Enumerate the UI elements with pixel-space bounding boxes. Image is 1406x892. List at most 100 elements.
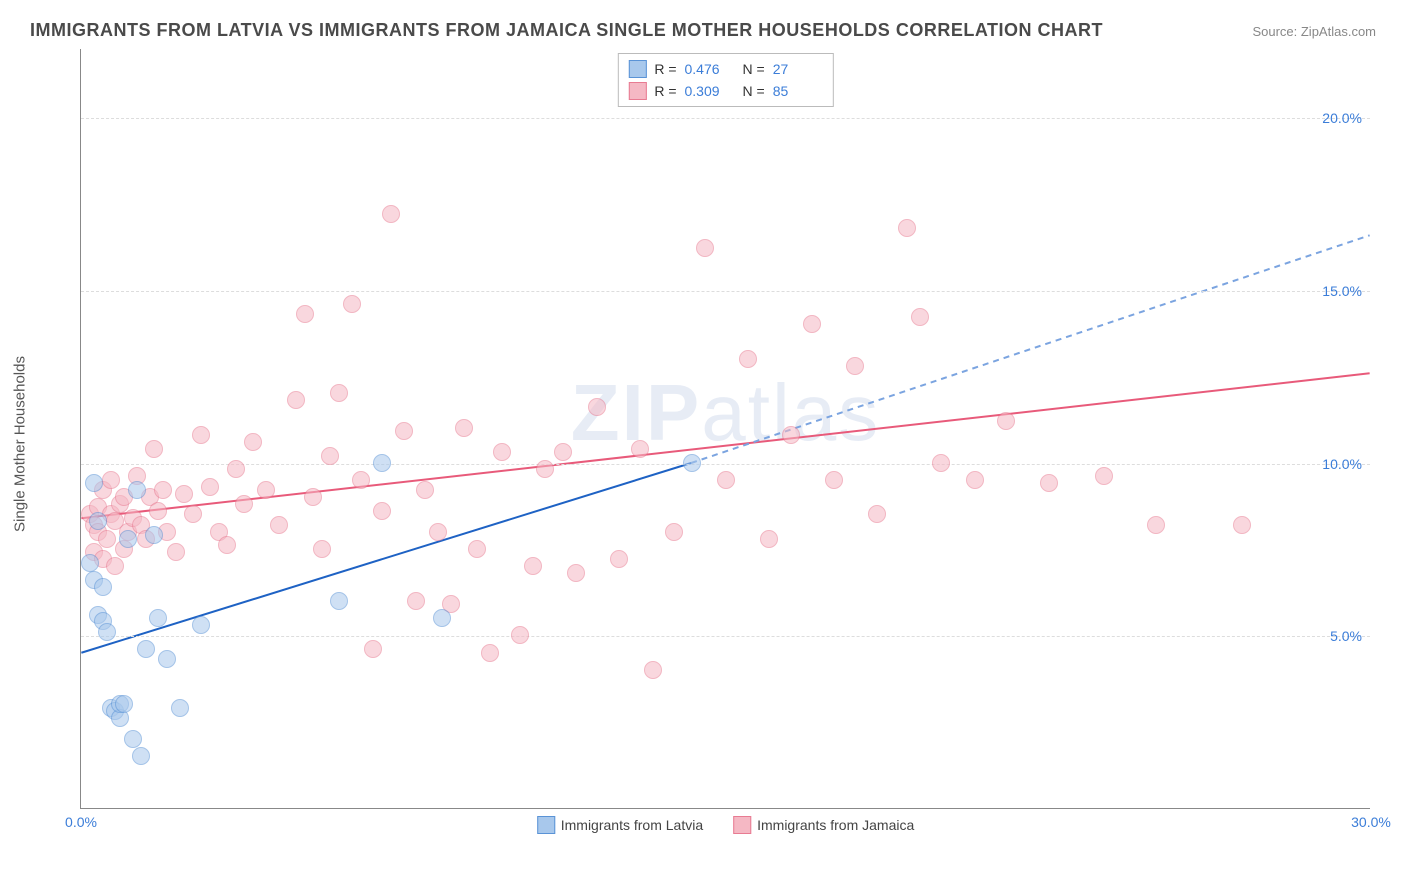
n-value-jamaica: 85 — [773, 83, 823, 99]
legend-row-jamaica: R = 0.309 N = 85 — [628, 80, 822, 102]
jamaica-marker — [696, 239, 714, 257]
n-label: N = — [743, 83, 765, 99]
source-label: Source: ZipAtlas.com — [1252, 24, 1376, 39]
latvia-marker — [85, 474, 103, 492]
latvia-marker — [158, 650, 176, 668]
jamaica-marker — [270, 516, 288, 534]
chart-area: Single Mother Households ZIPatlas R = 0.… — [30, 49, 1370, 839]
latvia-marker — [433, 609, 451, 627]
series-legend: Immigrants from Latvia Immigrants from J… — [537, 816, 915, 834]
jamaica-marker — [868, 505, 886, 523]
watermark: ZIPatlas — [571, 367, 880, 459]
jamaica-marker — [429, 523, 447, 541]
jamaica-marker — [227, 460, 245, 478]
jamaica-marker — [760, 530, 778, 548]
r-label: R = — [654, 61, 676, 77]
jamaica-marker — [154, 481, 172, 499]
latvia-marker — [115, 695, 133, 713]
jamaica-marker — [192, 426, 210, 444]
chart-container: IMMIGRANTS FROM LATVIA VS IMMIGRANTS FRO… — [0, 0, 1406, 892]
header: IMMIGRANTS FROM LATVIA VS IMMIGRANTS FRO… — [30, 20, 1376, 41]
latvia-marker — [192, 616, 210, 634]
latvia-marker — [132, 747, 150, 765]
jamaica-marker — [511, 626, 529, 644]
latvia-marker — [373, 454, 391, 472]
jamaica-marker — [567, 564, 585, 582]
chart-title: IMMIGRANTS FROM LATVIA VS IMMIGRANTS FRO… — [30, 20, 1103, 41]
n-label: N = — [743, 61, 765, 77]
legend-item-latvia: Immigrants from Latvia — [537, 816, 703, 834]
jamaica-marker — [1040, 474, 1058, 492]
latvia-marker — [330, 592, 348, 610]
x-tick-label: 30.0% — [1351, 814, 1391, 830]
legend-item-jamaica: Immigrants from Jamaica — [733, 816, 914, 834]
legend-label-jamaica: Immigrants from Jamaica — [757, 817, 914, 833]
latvia-marker — [98, 623, 116, 641]
trend-line — [81, 373, 1369, 518]
correlation-legend: R = 0.476 N = 27 R = 0.309 N = 85 — [617, 53, 833, 107]
jamaica-marker — [846, 357, 864, 375]
jamaica-marker — [382, 205, 400, 223]
jamaica-marker — [825, 471, 843, 489]
jamaica-marker — [524, 557, 542, 575]
latvia-marker — [149, 609, 167, 627]
y-tick-label: 15.0% — [1322, 283, 1362, 299]
jamaica-marker — [966, 471, 984, 489]
jamaica-marker — [175, 485, 193, 503]
jamaica-marker — [201, 478, 219, 496]
latvia-marker — [124, 730, 142, 748]
plot-region: ZIPatlas R = 0.476 N = 27 R = 0.309 N = … — [80, 49, 1370, 809]
x-tick-label: 0.0% — [65, 814, 97, 830]
y-tick-label: 5.0% — [1330, 628, 1362, 644]
jamaica-marker — [184, 505, 202, 523]
latvia-marker — [81, 554, 99, 572]
gridline — [81, 291, 1370, 292]
latvia-marker — [94, 578, 112, 596]
jamaica-marker — [352, 471, 370, 489]
jamaica-marker — [739, 350, 757, 368]
jamaica-marker — [554, 443, 572, 461]
latvia-marker — [128, 481, 146, 499]
jamaica-marker — [610, 550, 628, 568]
r-value-jamaica: 0.309 — [685, 83, 735, 99]
watermark-light: atlas — [701, 368, 880, 457]
jamaica-marker — [481, 644, 499, 662]
jamaica-marker — [235, 495, 253, 513]
jamaica-marker — [631, 440, 649, 458]
jamaica-marker — [102, 471, 120, 489]
jamaica-marker — [330, 384, 348, 402]
gridline — [81, 464, 1370, 465]
n-value-latvia: 27 — [773, 61, 823, 77]
jamaica-marker — [407, 592, 425, 610]
latvia-marker — [119, 530, 137, 548]
legend-label-latvia: Immigrants from Latvia — [561, 817, 703, 833]
jamaica-marker — [218, 536, 236, 554]
jamaica-marker — [257, 481, 275, 499]
jamaica-marker — [588, 398, 606, 416]
jamaica-marker — [343, 295, 361, 313]
swatch-jamaica — [733, 816, 751, 834]
swatch-latvia — [628, 60, 646, 78]
jamaica-marker — [932, 454, 950, 472]
jamaica-marker — [149, 502, 167, 520]
jamaica-marker — [145, 440, 163, 458]
jamaica-marker — [997, 412, 1015, 430]
jamaica-marker — [717, 471, 735, 489]
jamaica-marker — [1233, 516, 1251, 534]
y-tick-label: 10.0% — [1322, 456, 1362, 472]
jamaica-marker — [782, 426, 800, 444]
trend-lines-layer — [81, 49, 1370, 808]
jamaica-marker — [364, 640, 382, 658]
gridline — [81, 118, 1370, 119]
latvia-marker — [171, 699, 189, 717]
jamaica-marker — [296, 305, 314, 323]
jamaica-marker — [244, 433, 262, 451]
latvia-marker — [89, 512, 107, 530]
jamaica-marker — [313, 540, 331, 558]
swatch-jamaica — [628, 82, 646, 100]
jamaica-marker — [373, 502, 391, 520]
jamaica-marker — [1147, 516, 1165, 534]
legend-row-latvia: R = 0.476 N = 27 — [628, 58, 822, 80]
y-tick-label: 20.0% — [1322, 110, 1362, 126]
jamaica-marker — [304, 488, 322, 506]
